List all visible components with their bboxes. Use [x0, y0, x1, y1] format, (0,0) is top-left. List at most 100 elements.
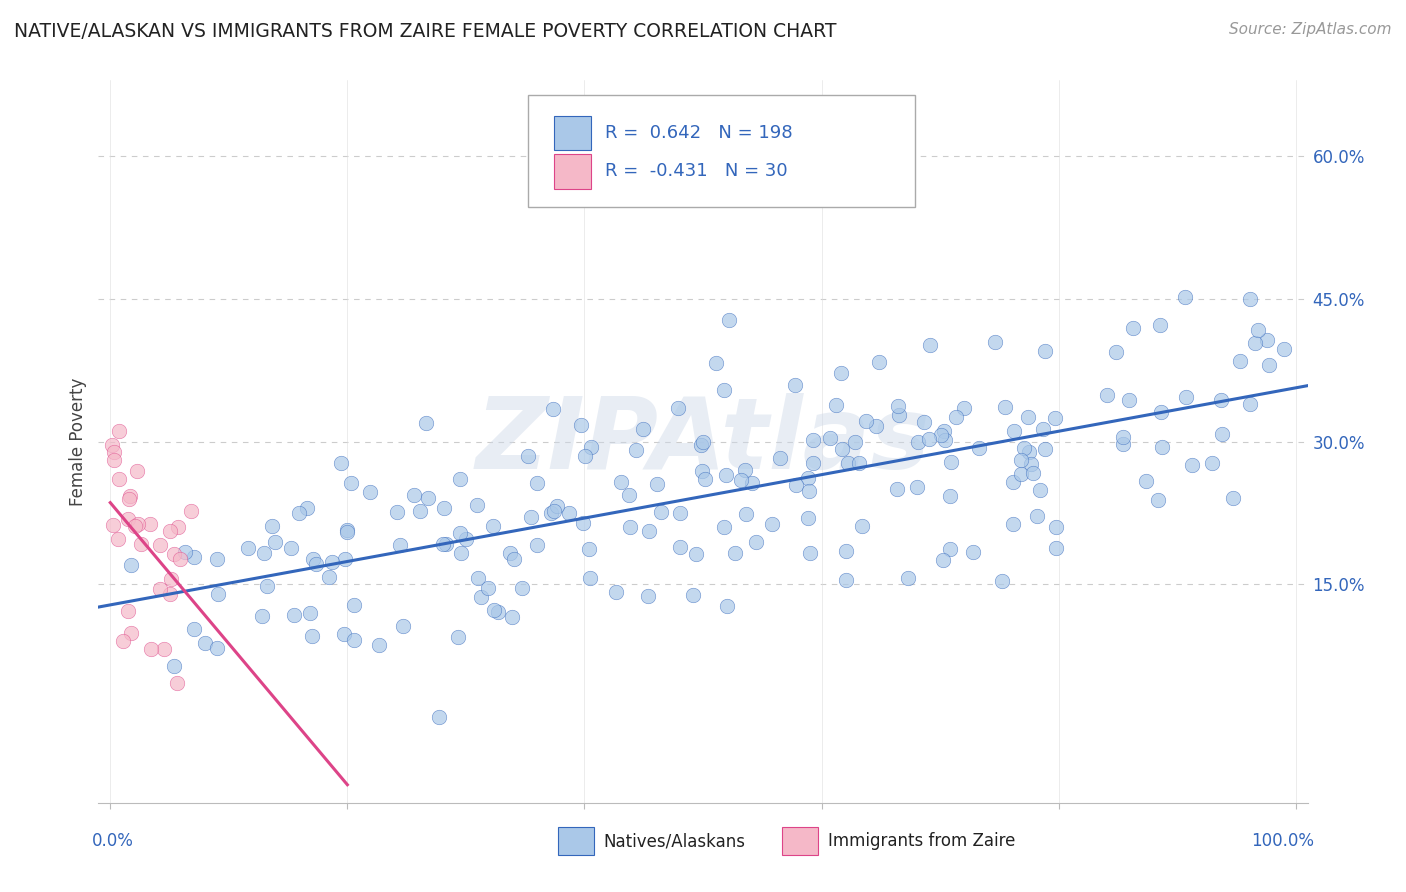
Point [848, 456, 870, 470]
Point [402, 487, 425, 501]
Point [250, 608, 273, 623]
Point [619, 520, 641, 534]
Point [1118, 392, 1140, 407]
Point [855, 415, 877, 429]
Point [117, 604, 139, 618]
Point [1045, 541, 1067, 556]
Point [447, 630, 470, 644]
Point [207, 640, 229, 655]
Point [167, 520, 190, 534]
Point [503, 551, 526, 566]
Point [735, 508, 758, 522]
Point [797, 471, 820, 485]
Point [108, 472, 131, 486]
Point [1111, 430, 1133, 444]
FancyBboxPatch shape [554, 116, 591, 151]
Point [626, 442, 648, 457]
Point [166, 676, 188, 690]
Point [1021, 466, 1043, 480]
Text: R =  -0.431   N = 30: R = -0.431 N = 30 [605, 162, 787, 180]
Point [526, 538, 548, 552]
Point [578, 542, 600, 557]
Point [818, 431, 841, 445]
Point [283, 608, 305, 623]
Point [991, 574, 1014, 589]
Point [896, 571, 918, 585]
Point [1026, 508, 1049, 523]
Point [761, 517, 783, 532]
Point [824, 398, 846, 412]
Point [1149, 318, 1171, 333]
Point [256, 579, 278, 593]
Point [107, 424, 129, 438]
Point [1272, 342, 1295, 356]
Text: R =  0.642   N = 198: R = 0.642 N = 198 [605, 124, 793, 142]
Point [724, 545, 747, 559]
Point [516, 449, 538, 463]
Point [1002, 424, 1025, 438]
Point [682, 588, 704, 602]
Point [465, 498, 488, 512]
Point [298, 606, 321, 620]
FancyBboxPatch shape [527, 95, 915, 207]
FancyBboxPatch shape [782, 828, 818, 855]
Point [359, 485, 381, 500]
Point [939, 489, 962, 503]
Point [905, 480, 928, 494]
Point [120, 558, 142, 572]
Point [139, 517, 162, 532]
Point [1147, 493, 1170, 508]
Point [831, 442, 853, 457]
Point [835, 544, 858, 558]
Point [695, 472, 717, 486]
Point [169, 551, 191, 566]
Point [434, 537, 457, 551]
Point [467, 571, 489, 585]
Point [1239, 292, 1261, 306]
Point [574, 449, 596, 463]
Point [1010, 452, 1032, 467]
Point [1209, 392, 1232, 407]
Point [540, 506, 562, 520]
Point [1152, 440, 1174, 454]
Point [704, 356, 727, 370]
Point [690, 464, 713, 478]
Point [637, 589, 659, 603]
Point [785, 478, 807, 492]
Point [127, 517, 149, 532]
Point [194, 636, 217, 650]
Point [932, 552, 955, 566]
Point [851, 518, 873, 533]
Point [263, 534, 285, 549]
Point [783, 378, 806, 392]
Point [415, 416, 437, 430]
Point [962, 545, 984, 559]
Point [101, 438, 124, 452]
Text: 0.0%: 0.0% [93, 831, 134, 850]
Point [650, 505, 672, 519]
Point [510, 581, 533, 595]
Point [1095, 387, 1118, 401]
Point [385, 505, 408, 519]
Point [579, 440, 602, 454]
Point [1257, 358, 1279, 372]
Point [107, 532, 129, 546]
Point [717, 312, 740, 326]
Point [302, 552, 325, 566]
Point [830, 366, 852, 380]
Point [633, 422, 655, 436]
Point [392, 618, 415, 632]
Point [938, 542, 960, 557]
Point [730, 473, 752, 487]
Point [477, 581, 499, 595]
Point [579, 571, 602, 585]
Point [318, 570, 340, 584]
Point [343, 599, 366, 613]
Point [482, 519, 505, 533]
Point [569, 418, 592, 433]
Point [716, 599, 738, 614]
Point [939, 455, 962, 469]
Point [336, 524, 359, 538]
Point [301, 629, 323, 643]
Point [149, 582, 172, 596]
